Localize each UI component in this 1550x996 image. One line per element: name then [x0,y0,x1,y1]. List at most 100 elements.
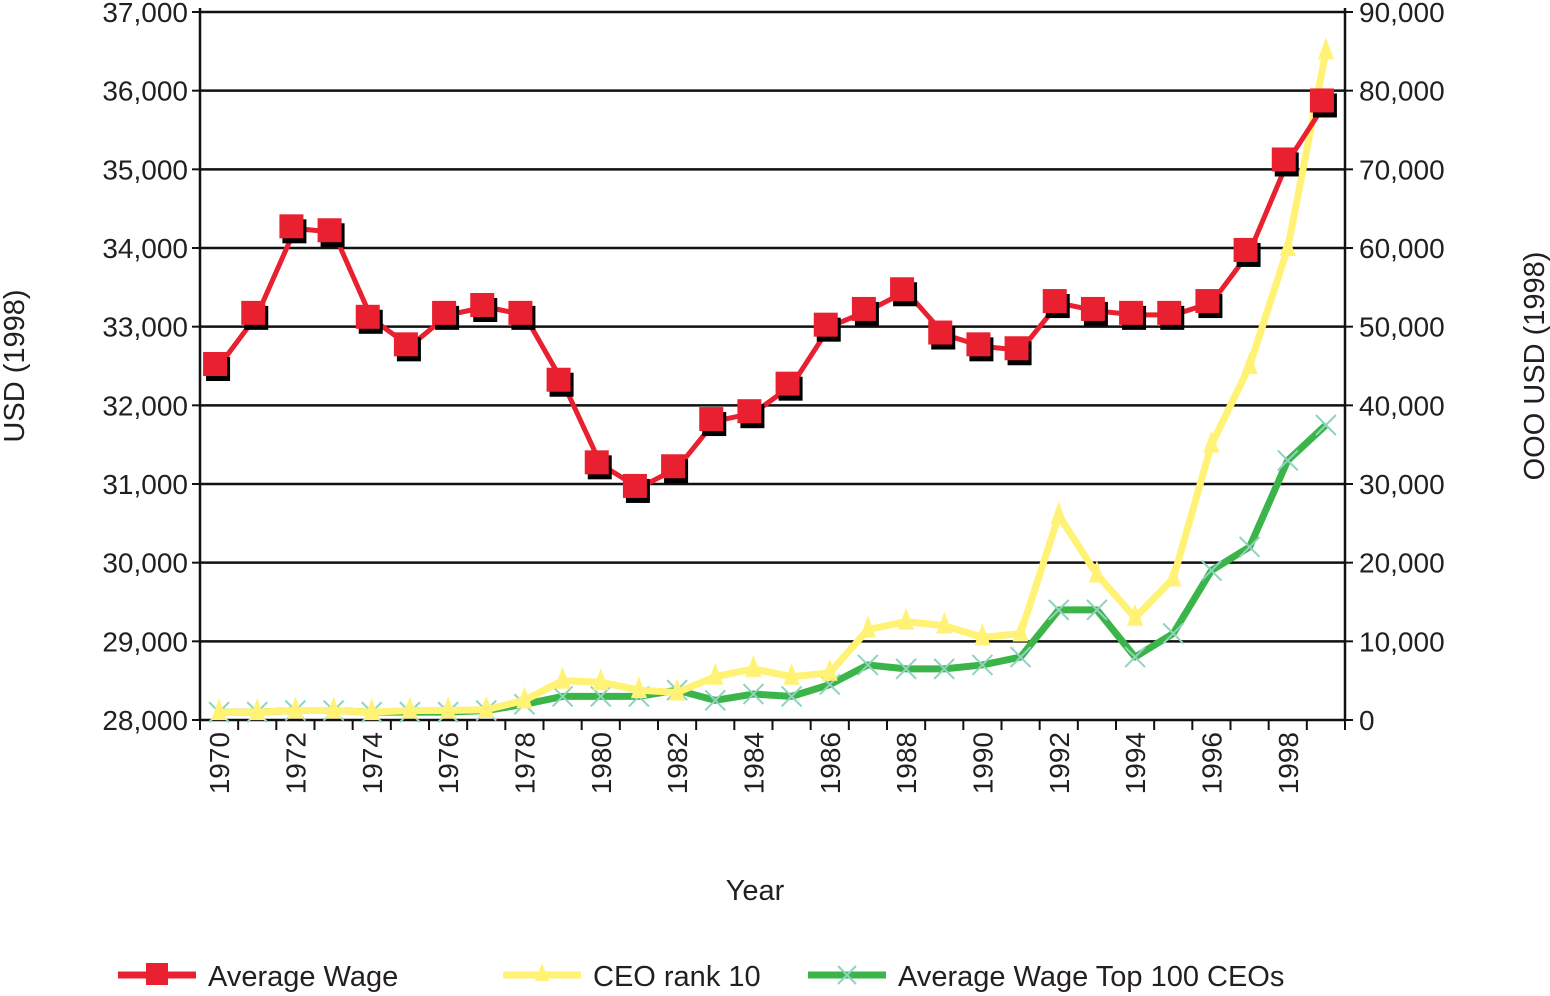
data-point [241,300,266,325]
y-tick-label-left: 33,000 [102,312,188,343]
legend-item: Average Wage [118,961,398,993]
data-point [857,654,879,676]
data-point [355,304,380,329]
legend-marker [535,963,549,981]
data-point [1048,599,1070,621]
data-point [622,473,647,498]
x-tick-label: 1974 [357,732,388,794]
y-tick-label-right: 50,000 [1359,312,1445,343]
legend-label: Average Wage [208,961,398,993]
data-point [1203,430,1220,453]
y-tick-label-left: 31,000 [102,469,188,500]
y-tick-label-right: 40,000 [1359,390,1445,421]
series [203,37,1337,723]
legend-item: CEO rank 10 [503,961,761,993]
data-point [470,293,495,317]
data-point [249,698,266,721]
data-point [393,332,418,357]
data-point [661,454,686,479]
data-point [279,214,304,239]
y-tick-label-left: 29,000 [102,626,188,657]
data-point [974,623,991,646]
x-axis-ticks: 1970 1972 1974 1976 1978 1980 1982 1984 1986 1988… [199,720,1346,794]
x-tick-label: 1972 [280,732,311,794]
data-point [1050,501,1067,524]
y-axis-label-left: USD (1998) [0,289,31,442]
x-tick-label: 1990 [967,732,998,794]
y-axis-label-right: OOO USD (1998) [1519,252,1550,481]
data-point [630,676,647,699]
x-tick-label: 1996 [1196,732,1227,794]
data-point [363,698,380,721]
data-point [669,678,686,701]
x-tick-label: 1998 [1273,732,1304,794]
y-tick-label-left: 30,000 [102,548,188,579]
series-line [219,422,1329,716]
data-point [508,300,533,325]
y-tick-label-left: 36,000 [102,76,188,107]
data-point [737,399,762,424]
data-point [1233,237,1258,262]
data-point [821,658,838,681]
data-point [1127,603,1144,626]
data-point [966,332,991,357]
data-point [1009,646,1032,668]
y-tick-label-right: 0 [1359,705,1375,736]
y-tick-label-left: 35,000 [102,154,188,185]
x-tick-label: 1988 [891,732,922,794]
data-point [551,685,574,708]
data-point [1315,414,1337,436]
data-point [203,352,228,376]
data-point [1086,599,1108,621]
data-point [890,277,915,302]
data-point [1165,564,1182,587]
series-ceo-rank-10 [211,37,1334,721]
y-tick-label-right: 30,000 [1359,469,1445,500]
series-line [217,101,1329,491]
data-point [783,662,800,685]
y-tick-label-left: 32,000 [102,390,188,421]
data-point [1241,352,1258,374]
y-tick-label-left: 28,000 [102,705,188,736]
legend-label: CEO rank 10 [593,961,761,993]
data-point [895,658,917,680]
data-point [699,407,724,432]
data-point [516,686,533,709]
data-point [325,696,342,719]
y-tick-label-right: 90,000 [1359,0,1445,28]
data-point [317,218,342,243]
series-line [219,50,1330,716]
y-tick-label-left: 34,000 [102,233,188,264]
data-point [928,320,953,345]
gridlines [200,10,1345,722]
y-tick-label-right: 70,000 [1359,154,1445,185]
data-point [1238,536,1261,558]
data-point [554,666,571,689]
data-point [592,668,609,691]
data-point [1309,88,1334,113]
data-point [780,685,803,708]
data-point [478,695,495,718]
data-point [1271,147,1296,172]
legend-marker [837,965,857,985]
right-axis-ticks: 0 10,000 20,000 30,000 40,000 50,000 60,000 70,… [1345,0,1445,736]
x-tick-label: 1994 [1120,732,1151,794]
data-point [211,698,228,721]
series-average-wage [203,88,1337,503]
data-point [1157,300,1182,325]
y-tick-label-right: 10,000 [1359,626,1445,657]
data-point [1200,559,1223,582]
data-point [1004,336,1029,361]
data-point [813,312,838,337]
left-axis-ticks: 28,000 29,000 30,000 31,000 32,000 33,000 34,0… [102,0,200,736]
data-point [1012,619,1029,642]
data-point [1042,289,1067,314]
data-point [546,367,571,392]
legend-label: Average Wage Top 100 CEOs [898,961,1284,993]
y-tick-label-left: 37,000 [102,0,188,28]
data-point [1195,289,1220,314]
y-tick-label-right: 80,000 [1359,76,1445,107]
data-point [440,696,457,719]
data-point [432,300,457,325]
y-tick-label-right: 60,000 [1359,233,1445,264]
